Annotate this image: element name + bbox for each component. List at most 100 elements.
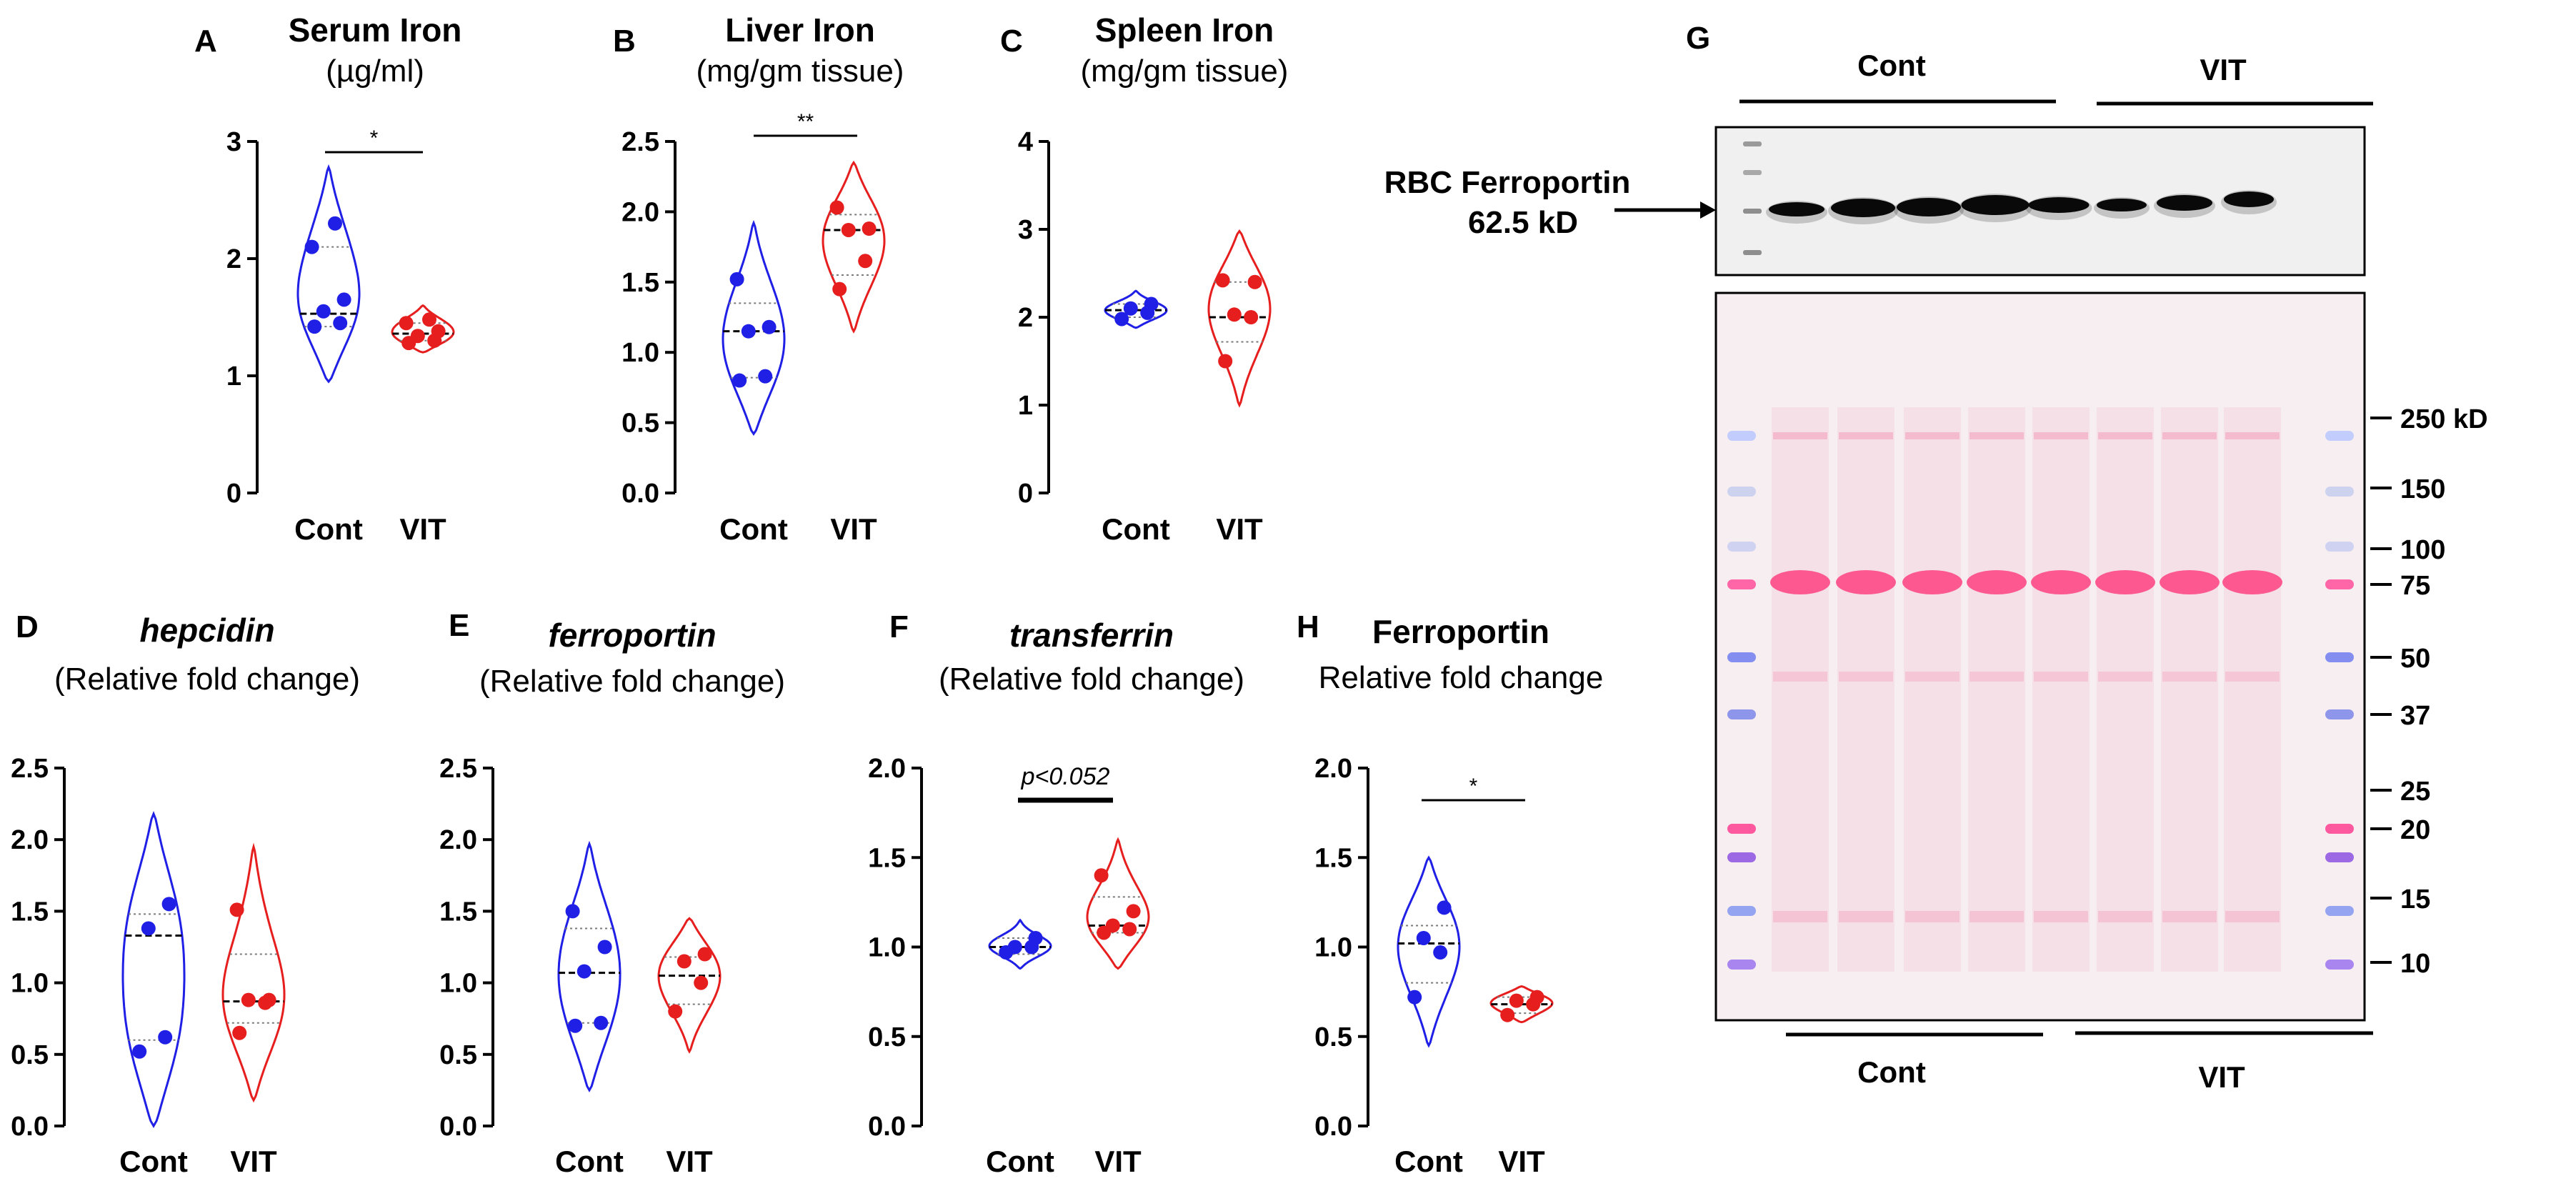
x-category-label: VIT [399, 512, 446, 546]
data-point-vit [1215, 273, 1230, 288]
chart-subtitle: (mg/gm tissue) [1081, 54, 1289, 89]
chart-title: ferroportin [548, 617, 716, 654]
ponceau-ladder-band-right [2325, 542, 2354, 552]
ponceau-ladder-band-left [1727, 542, 1756, 552]
blot-target-label-name: RBC Ferroportin [1384, 165, 1631, 200]
marker-label: 150 [2400, 474, 2445, 504]
ponceau-ladder-band-right [2325, 487, 2354, 497]
ponceau-lane-smear [2161, 407, 2218, 972]
ponceau-ladder-band-left [1727, 906, 1756, 916]
x-category-label: Cont [1102, 512, 1170, 546]
x-category-label: VIT [230, 1145, 277, 1178]
ponceau-lane-smear [1968, 407, 2025, 972]
violin-cont [1397, 855, 1461, 1048]
ferroportin-band [1897, 198, 1961, 216]
data-point-vit [1094, 868, 1109, 883]
violin-cont [557, 840, 621, 1092]
ponceau-band-low [2098, 911, 2152, 922]
y-tick-label: 0 [226, 479, 241, 509]
blot-bottom-group-cont: Cont [1857, 1055, 1926, 1089]
data-point-cont [741, 324, 756, 339]
chart-subtitle: (µg/ml) [326, 54, 424, 89]
ponceau-lane-smear [2032, 407, 2090, 972]
y-tick-label: 1 [1018, 391, 1033, 421]
data-point-vit [841, 222, 856, 237]
ferroportin-band [1831, 199, 1895, 217]
ponceau-ladder-band-left [1727, 487, 1756, 497]
ponceau-band-main [2222, 570, 2282, 594]
y-tick-label: 1.0 [868, 933, 906, 963]
ferroportin-band [2224, 191, 2274, 207]
chart-title: Serum Iron [289, 11, 462, 49]
significance-label: * [370, 126, 379, 150]
data-point-vit [431, 324, 446, 339]
y-tick-label: 2.0 [621, 197, 659, 227]
blot-top-group-vit: VIT [2200, 53, 2247, 86]
x-category-label: VIT [830, 512, 877, 546]
ponceau-band-low [1905, 911, 1960, 922]
data-point-vit [668, 1004, 683, 1019]
ferroportin-bands [1766, 190, 2277, 224]
violin-cont [1104, 289, 1168, 329]
data-point-cont [576, 964, 591, 979]
ponceau-band-main [1967, 570, 2027, 594]
ponceau-band-main [1770, 570, 1830, 594]
data-point-vit [1509, 993, 1524, 1008]
chart-title: hepcidin [139, 612, 274, 649]
data-point-cont [597, 940, 612, 955]
y-tick-label: 0.5 [1314, 1022, 1352, 1052]
data-point-cont [328, 216, 342, 231]
data-point-cont [307, 319, 322, 334]
ponceau-ladder-band-left [1727, 579, 1756, 589]
violin-vit [1086, 837, 1150, 970]
y-tick-label: 2.0 [868, 754, 906, 784]
data-point-cont [565, 904, 580, 919]
marker-label: 75 [2400, 571, 2430, 601]
chart-title: Ferroportin [1372, 613, 1549, 650]
ponceau-lanes [1770, 407, 2282, 972]
data-point-cont [1028, 930, 1043, 945]
data-point-cont [1123, 301, 1138, 316]
ferroportin-band-shadow [1766, 201, 1827, 224]
chart-panel-h: H Ferroportin Relative fold change 0.0 0.5 1.… [1297, 609, 1603, 1178]
data-point-cont [304, 239, 319, 254]
data-point-vit [422, 312, 436, 327]
ponceau-ladder-band-right [2325, 852, 2354, 862]
y-tick-label: 2.0 [439, 825, 477, 855]
y-tick-label: 2.5 [621, 127, 659, 157]
data-point-cont [1407, 990, 1422, 1005]
chart-subtitle: (Relative fold change) [479, 664, 785, 699]
ponceau-ladder-band-left [1727, 652, 1756, 662]
ponceau-band-low [1773, 911, 1827, 922]
ponceau-band-low [1970, 911, 2024, 922]
ponceau-ladder-band-left [1727, 960, 1756, 970]
western-blot-panel: G Cont VIT RBC Ferroportin 62.5 kD 250 k… [1384, 21, 2488, 1094]
ponceau-ladder-band-right [2325, 824, 2354, 834]
chart-panel-c: C Spleen Iron (mg/gm tissue) 0 1 2 3 4 Cont VIT [1000, 11, 1288, 546]
ponceau-lane-smear [1904, 407, 1961, 972]
y-tick-label: 2.5 [439, 754, 477, 784]
violin-vit [221, 842, 286, 1103]
marker-label: 50 [2400, 644, 2430, 674]
ponceau-band-high [2034, 432, 2088, 439]
significance-label: * [1469, 774, 1478, 798]
data-point-cont [594, 1015, 609, 1030]
y-tick-label: 1.5 [11, 897, 49, 927]
blot-bottom-group-vit: VIT [2198, 1060, 2245, 1094]
ferroportin-band [1769, 202, 1824, 216]
panel-letter-b: B [613, 24, 636, 59]
y-tick-label: 1.0 [621, 338, 659, 368]
chart-subtitle: Relative fold change [1319, 660, 1604, 695]
ponceau-band-mid [2162, 672, 2217, 682]
x-category-label: Cont [719, 512, 788, 546]
y-tick-label: 3 [1018, 215, 1033, 245]
marker-label: 25 [2400, 777, 2430, 807]
marker-label: 20 [2400, 815, 2430, 845]
ponceau-band-mid [1905, 672, 1960, 682]
chart-title: Spleen Iron [1095, 11, 1274, 49]
data-point-cont [1437, 900, 1452, 915]
violin-cont [722, 219, 786, 436]
